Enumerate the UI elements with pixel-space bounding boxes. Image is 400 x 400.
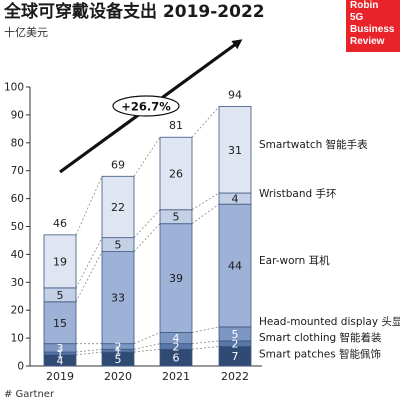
segment-value-label: 44 xyxy=(228,260,242,273)
segment-value-label: 26 xyxy=(169,167,183,180)
segment-value-label: 39 xyxy=(169,272,183,285)
bar-segment xyxy=(101,175,135,239)
legend-label: Wristband 手环 xyxy=(259,187,337,200)
segment-value-label: 5 xyxy=(232,328,239,341)
segment-value-label: 31 xyxy=(228,144,242,157)
segment-value-label: 33 xyxy=(111,292,125,305)
segment-connector xyxy=(133,332,161,345)
segment-connector xyxy=(191,192,220,211)
segment-value-label: 7 xyxy=(232,350,239,363)
source-note: # Gartner xyxy=(4,389,55,400)
segment-value-label: 2 xyxy=(115,340,122,353)
segment-value-label: 19 xyxy=(53,255,67,268)
segment-value-label: 22 xyxy=(111,201,125,214)
y-tick-label: 100 xyxy=(4,82,24,94)
segment-value-label: 1 xyxy=(57,347,64,360)
segment-connector xyxy=(133,343,161,350)
segment-connector xyxy=(191,340,220,345)
y-tick-label: 40 xyxy=(11,249,24,261)
total-label: 81 xyxy=(169,119,183,132)
segment-value-label: 4 xyxy=(232,193,239,206)
growth-rate-label: +26.7% xyxy=(121,100,171,114)
legend-label: Head-mounted display 头显 xyxy=(259,316,400,328)
segment-value-label: 1 xyxy=(115,345,122,358)
chart-title: 全球可穿戴设备支出 2019-2022 xyxy=(4,2,265,22)
segment-connector xyxy=(191,326,220,333)
segment-connector xyxy=(133,223,161,252)
bar-segment xyxy=(218,106,252,194)
segment-value-label: 5 xyxy=(57,289,64,302)
segment-value-label: 4 xyxy=(173,332,180,345)
x-tick-label: 2019 xyxy=(46,370,74,383)
segment-value-label: 2 xyxy=(173,340,180,353)
segment-connector xyxy=(133,348,161,353)
brand-line: Review xyxy=(350,36,385,47)
legend-label: Smartwatch 智能手表 xyxy=(259,138,368,151)
segment-connector xyxy=(75,348,103,353)
segment-connector xyxy=(191,203,220,225)
y-tick-label: 10 xyxy=(11,333,24,345)
legend-label: Smart clothing 智能着装 xyxy=(259,331,382,344)
bar-segment xyxy=(159,223,193,333)
legend-label: Ear-worn 耳机 xyxy=(259,254,330,267)
total-label: 94 xyxy=(228,89,242,102)
y-tick-label: 30 xyxy=(11,277,24,289)
segment-value-label: 4 xyxy=(57,354,64,367)
segment-value-label: 6 xyxy=(173,352,180,365)
x-tick-label: 2020 xyxy=(104,370,132,383)
chart-unit-label: 十亿美元 xyxy=(4,26,48,39)
segment-connector xyxy=(75,176,103,236)
segment-connector xyxy=(191,106,220,138)
segment-connector xyxy=(191,346,220,350)
y-tick-label: 90 xyxy=(11,109,24,121)
segment-value-label: 2 xyxy=(232,338,239,351)
segment-connector xyxy=(75,251,103,303)
brand-line: Robin xyxy=(350,0,379,11)
segment-value-label: 5 xyxy=(115,353,122,366)
segment-connector xyxy=(133,209,161,238)
x-tick-label: 2022 xyxy=(221,370,249,383)
brand-logo: Robin 5G Business Review xyxy=(346,0,400,52)
total-label: 69 xyxy=(111,158,125,171)
bar-segment xyxy=(43,234,77,289)
bar-segment xyxy=(43,301,77,345)
segment-connector xyxy=(133,136,161,177)
segment-value-label: 5 xyxy=(173,211,180,224)
legend-label: Smart patches 智能佩饰 xyxy=(259,348,381,361)
y-tick-label: 50 xyxy=(11,221,24,233)
y-tick-label: 0 xyxy=(17,361,24,373)
y-tick-label: 60 xyxy=(11,193,24,205)
x-tick-label: 2021 xyxy=(162,370,190,383)
segment-value-label: 15 xyxy=(53,317,67,330)
y-tick-label: 70 xyxy=(11,165,24,177)
segment-value-label: 5 xyxy=(115,239,122,252)
segment-value-label: 3 xyxy=(57,342,64,355)
segment-connector xyxy=(75,237,103,289)
segment-connector xyxy=(75,351,103,356)
y-tick-label: 20 xyxy=(11,305,24,317)
growth-rate-ellipse xyxy=(112,95,180,117)
total-label: 46 xyxy=(53,217,67,230)
bar-segment xyxy=(159,136,193,211)
brand-line: 5G xyxy=(350,12,364,23)
y-tick-label: 80 xyxy=(11,137,24,149)
brand-line: Business xyxy=(350,24,395,35)
